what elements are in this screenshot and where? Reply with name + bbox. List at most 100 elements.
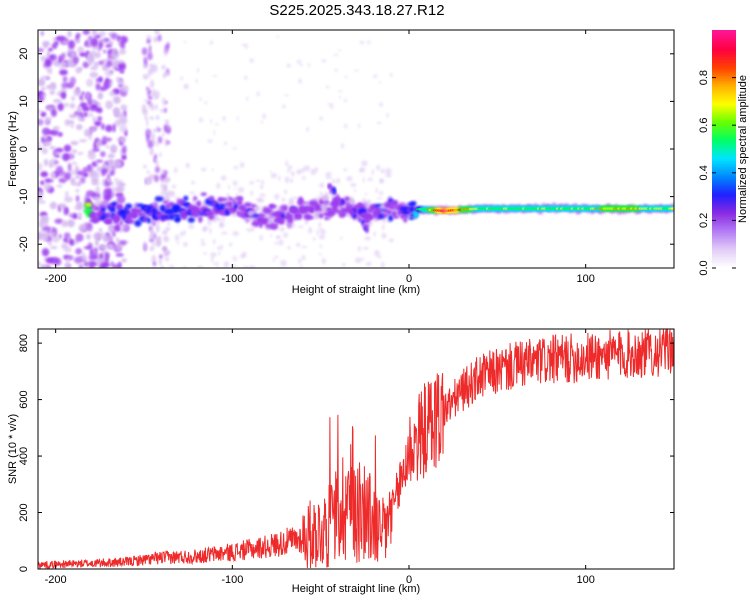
spectrogram-blob (70, 95, 76, 102)
spectrogram-blob (75, 195, 80, 203)
spectrogram-blob (179, 231, 184, 237)
spectrogram-blob (413, 212, 419, 219)
colorbar-tick-label: 0.8 (698, 70, 710, 85)
spectrogram-blob (76, 124, 83, 131)
colorbar-tick-label: 0.6 (698, 118, 710, 133)
spectrogram-blob (287, 217, 294, 224)
colorbar-cell (712, 146, 736, 149)
colorbar-cell (712, 206, 736, 209)
colorbar-cell (712, 162, 736, 165)
spectrogram-blob (195, 78, 198, 84)
spectrogram-blob (100, 207, 106, 212)
spectrogram-blob (378, 102, 384, 107)
spectrogram-blob (64, 262, 71, 268)
spectrogram-blob (106, 177, 111, 183)
spectrogram-blob (149, 147, 154, 156)
colorbar-cell (712, 96, 736, 99)
spectrogram-blob (216, 182, 221, 189)
spectrogram-blob (103, 49, 107, 54)
colorbar-cell (712, 200, 736, 203)
spectrogram-blob (110, 159, 120, 167)
spectrogram-blob (365, 261, 372, 266)
colorbar-cell (712, 58, 736, 61)
spectrogram-blob (64, 172, 71, 181)
spectrogram-blob (146, 217, 151, 224)
spectrogram-blob (53, 98, 62, 104)
spectrogram-blob (121, 258, 127, 263)
spectrogram-blob (159, 204, 167, 212)
spectrogram-blob (358, 168, 363, 172)
spectrogram-blob (43, 182, 52, 192)
spectrogram-blob (258, 213, 266, 218)
spectrogram-blob (410, 201, 417, 206)
spectrogram-blob (93, 61, 99, 68)
spectrogram-blob (233, 165, 239, 170)
spectrogram-blob (337, 90, 343, 93)
spectrogram-blob (296, 59, 302, 65)
colorbar-cell (712, 108, 736, 111)
spectrogram-blob (63, 206, 67, 216)
spectrogram-blob (157, 220, 160, 226)
spectrogram-blob (147, 89, 151, 94)
colorbar-cell (712, 226, 736, 229)
spectrogram-blob (41, 237, 49, 242)
spectrogram-blob (163, 72, 170, 77)
spectrogram-blob (342, 263, 346, 267)
spectrogram-blob (90, 37, 99, 47)
spectrogram-blob (120, 136, 126, 143)
spectrogram-blob (203, 101, 208, 105)
spectrogram-blob (91, 127, 95, 132)
spectrogram-blob (88, 112, 93, 118)
spectrogram-blob (51, 234, 61, 243)
spectrogram-blob (149, 63, 153, 68)
spectrogram-blob (279, 226, 285, 232)
spectrogram-blob (358, 217, 362, 223)
spectrogram-y-tick-label: 20 (18, 48, 30, 60)
spectrogram-blob (288, 164, 292, 171)
spectrogram-blob (78, 139, 88, 143)
spectrogram-blob (385, 167, 392, 175)
spectrogram-blob (167, 221, 170, 227)
spectrogram-blob (281, 204, 288, 211)
spectrogram-blob (306, 126, 310, 132)
spectrogram-blob (281, 197, 286, 203)
spectrogram-blob (184, 85, 188, 89)
spectrogram-blob (99, 253, 104, 259)
spectrogram-blob (83, 92, 91, 100)
spectrogram-blob (82, 30, 90, 35)
colorbar-cell (712, 174, 736, 177)
spectrogram-blob (344, 123, 348, 129)
spectrogram-blob (115, 187, 122, 193)
colorbar-ticks: 0.0 0.2 0.4 0.6 0.8 (698, 70, 736, 276)
spectrogram-blob (376, 255, 382, 259)
colorbar-cell (712, 204, 736, 207)
spectrogram-blob (70, 120, 74, 129)
spectrogram-blob (163, 236, 167, 239)
spectrogram-blob (68, 212, 73, 217)
colorbar-cell (712, 166, 736, 169)
spectrogram-blob (243, 265, 249, 268)
spectrogram-blob (362, 223, 366, 229)
colorbar-cell (712, 168, 736, 171)
colorbar-cell (712, 228, 736, 231)
spectrogram-blob (229, 242, 233, 247)
spectrogram-blob (364, 192, 368, 196)
spectrogram-blob (121, 144, 127, 154)
spectrogram-blob (278, 175, 281, 182)
spectrogram-blob (371, 168, 375, 176)
spectrogram-blob (125, 219, 135, 224)
colorbar-cell (712, 68, 736, 71)
spectrogram-blob (92, 254, 97, 260)
colorbar-cell (712, 50, 736, 53)
spectrogram-y-tick-label: -20 (18, 236, 30, 252)
spectrogram-blob (279, 238, 284, 246)
spectrogram-blob (45, 106, 55, 111)
colorbar-tick-label: 0.2 (698, 213, 710, 228)
colorbar-cell (712, 38, 736, 41)
spectrogram-blob (41, 248, 50, 257)
spectrogram-blob (319, 244, 323, 249)
spectrogram-blob (198, 117, 204, 123)
colorbar-cell (712, 46, 736, 49)
spectrogram-blob (100, 123, 106, 131)
spectrogram-blob (38, 162, 43, 172)
